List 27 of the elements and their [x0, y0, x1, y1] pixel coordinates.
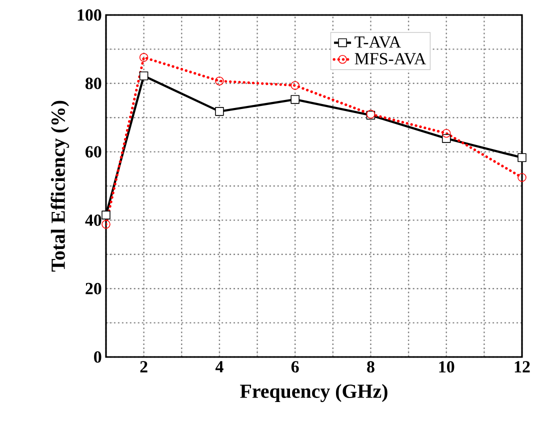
y-tick-label: 80: [86, 78, 102, 90]
x-tick-label: 8: [367, 361, 374, 373]
point: [102, 220, 110, 229]
x-axis-title: Frequency (GHz): [240, 384, 388, 402]
point: [139, 71, 148, 80]
x-tick-label: 12: [514, 361, 530, 372]
y-tick-label: 100: [78, 9, 102, 21]
point: [518, 173, 526, 182]
y-tick-label: 40: [85, 214, 102, 226]
point: [518, 153, 526, 162]
point: [215, 76, 224, 86]
x-tick-label: 4: [215, 361, 224, 372]
point: [442, 128, 451, 138]
x-tick-label: 2: [140, 361, 148, 372]
y-axis-title: Total Efficiency (%): [50, 100, 70, 272]
point: [215, 107, 224, 116]
legend-label: MFS-AVA: [354, 53, 426, 65]
point: [102, 210, 110, 220]
x-tick-label: 10: [439, 361, 454, 373]
y-tick-label: 60: [86, 146, 102, 158]
point: [290, 81, 300, 90]
y-tick-label: 20: [86, 282, 102, 294]
point: [290, 95, 300, 104]
x-tick-label: 6: [291, 361, 299, 373]
legend-label: T-AVA: [354, 36, 401, 48]
point: [139, 53, 148, 62]
y-tick-label: 0: [94, 351, 102, 363]
